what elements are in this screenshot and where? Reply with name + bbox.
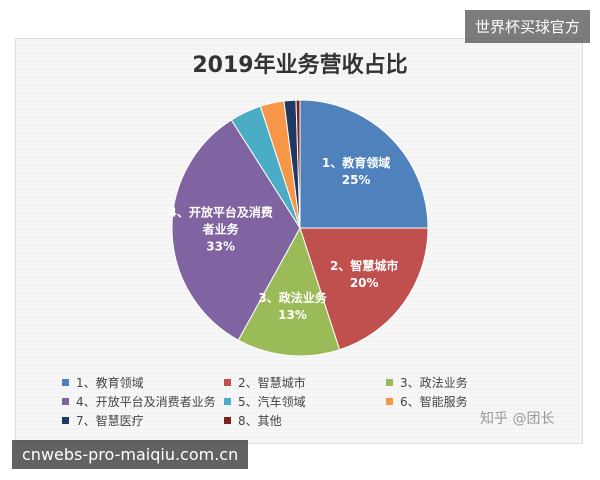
legend-swatch	[224, 417, 231, 424]
legend-label: 4、开放平台及消费者业务	[76, 394, 216, 409]
legend-swatch	[62, 398, 69, 405]
legend-swatch	[62, 417, 69, 424]
slice-name: 2、智慧城市	[330, 258, 399, 273]
pie-slice	[171, 119, 301, 341]
legend-swatch	[62, 379, 69, 386]
slice-label: 4、开放平台及消费者业务 33%	[166, 205, 276, 256]
slice-name: 4、开放平台及消费者业务	[168, 205, 273, 237]
slice-name: 3、政法业务	[258, 291, 327, 305]
chart-title: 2019年业务营收占比	[192, 52, 407, 78]
legend-label: 7、智慧医疗	[76, 413, 144, 428]
source-watermark: 知乎 @团长	[480, 411, 555, 427]
legend-swatch	[224, 379, 231, 386]
slice-value: 13%	[278, 308, 307, 322]
legend-label: 8、其他	[238, 414, 282, 428]
watermark: 世界杯买球官方	[464, 10, 590, 43]
legend-label: 5、汽车领域	[238, 394, 306, 409]
legend-swatch	[386, 398, 393, 405]
slice-value: 20%	[349, 275, 379, 290]
legend-label: 1、教育领域	[76, 375, 144, 390]
legend-label: 6、智能服务	[400, 394, 468, 409]
legend-swatch	[386, 379, 393, 386]
slice-label: 3、政法业务 13%	[238, 290, 348, 324]
watermark: cnwebs-pro-maiqiu.com.cn	[12, 440, 249, 469]
slice-label: 1、教育领域 25%	[301, 155, 411, 189]
slice-value: 33%	[206, 239, 236, 254]
pie-slice	[299, 227, 429, 351]
slice-value: 25%	[341, 172, 371, 187]
pie-slice	[237, 226, 341, 357]
pie-slice	[299, 99, 429, 229]
pie-slice	[295, 99, 301, 229]
legend-swatch	[224, 398, 231, 405]
slice-label: 2、智慧城市 20%	[309, 258, 419, 292]
legend-label: 2、智慧城市	[238, 375, 306, 390]
slice-name: 1、教育领域	[321, 155, 391, 170]
legend-label: 3、政法业务	[400, 375, 468, 390]
